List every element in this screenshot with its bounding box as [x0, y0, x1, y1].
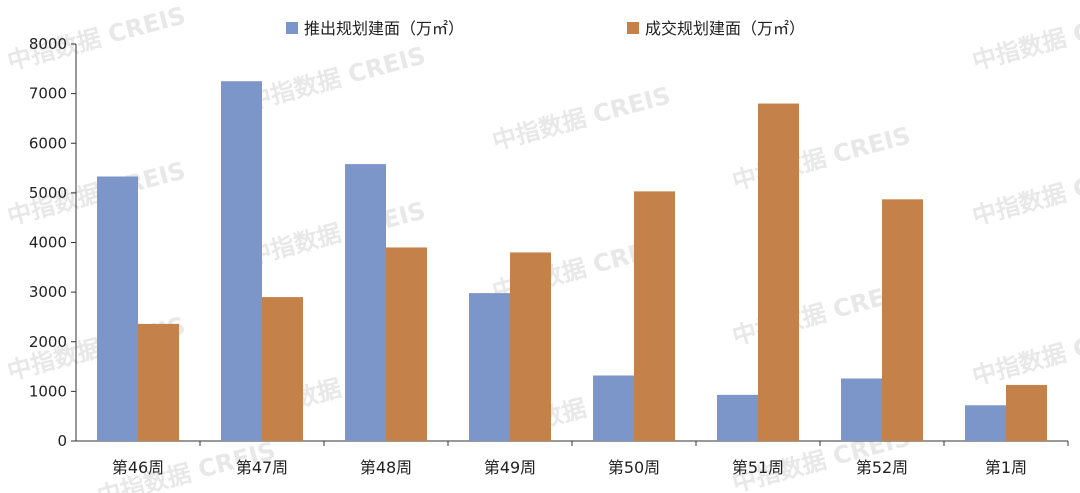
watermark-text: 中指数据 CREIS	[969, 1, 1080, 75]
x-tick-label: 第52周	[856, 458, 908, 477]
bar-series-0	[717, 394, 758, 441]
y-tick-label: 0	[57, 432, 67, 450]
bar-series-1	[386, 247, 427, 441]
bar-series-0	[469, 293, 510, 441]
bar-series-0	[593, 375, 634, 441]
y-tick-label: 2000	[29, 333, 67, 351]
legend-swatch-series-0	[286, 22, 298, 34]
legend-swatch-series-1	[627, 22, 639, 34]
bar-series-1	[882, 199, 923, 441]
bar-series-1	[510, 252, 551, 441]
x-tick-label: 第50周	[608, 458, 660, 477]
bar-series-0	[965, 405, 1006, 441]
legend-label-series-0: 推出规划建面（万㎡）	[304, 19, 464, 38]
watermark-text: 中指数据 CREIS	[969, 316, 1080, 390]
x-tick-label: 第46周	[112, 458, 164, 477]
y-tick-label: 5000	[29, 184, 67, 202]
y-tick-label: 8000	[29, 35, 67, 53]
x-tick-label: 第49周	[484, 458, 536, 477]
watermark-text: 中指数据 CREIS	[969, 156, 1080, 230]
y-tick-label: 6000	[29, 134, 67, 152]
watermark-text: 中指数据 CREIS	[244, 41, 428, 115]
x-tick-label: 第48周	[360, 458, 412, 477]
bar-series-0	[841, 378, 882, 441]
chart-axes: 0 1000 2000 3000 4000 5000 6000 7000 8000 第46周 第47…	[29, 35, 1069, 477]
bar-series-0	[97, 176, 138, 441]
bar-series-0	[345, 164, 386, 441]
legend-label-series-1: 成交规划建面（万㎡）	[645, 19, 805, 38]
bar-series-1	[1006, 384, 1047, 441]
chart-bars	[97, 81, 1047, 442]
y-tick-label: 4000	[29, 234, 67, 252]
x-tick-label: 第51周	[732, 458, 784, 477]
watermark-text: 中指数据 CREIS	[729, 121, 913, 195]
bar-series-1	[758, 103, 799, 442]
bar-series-1	[262, 297, 303, 441]
y-tick-label: 3000	[29, 283, 67, 301]
x-tick-label: 第47周	[236, 458, 288, 477]
chart-legend: 推出规划建面（万㎡） 成交规划建面（万㎡）	[286, 19, 805, 38]
bar-series-0	[221, 81, 262, 441]
watermark-text: 中指数据 CREIS	[489, 81, 673, 155]
y-tick-label: 7000	[29, 85, 67, 103]
bar-series-1	[634, 191, 675, 441]
bar-series-1	[138, 323, 179, 441]
x-tick-label: 第1周	[985, 458, 1027, 477]
y-tick-label: 1000	[29, 382, 67, 400]
